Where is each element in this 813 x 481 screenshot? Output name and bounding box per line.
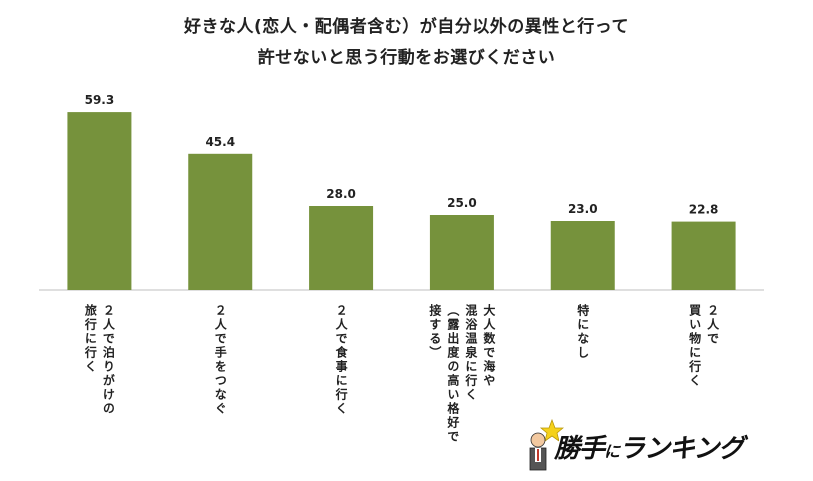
bar [550,221,615,290]
bar [429,215,494,290]
data-label: 45.4 [205,135,235,149]
data-label: 25.0 [447,196,477,210]
mascot-icon [529,418,564,471]
category-label: ２人で手をつなぐ [213,304,228,416]
bar [309,206,374,290]
category-label: 大人数で海や 混浴温泉に行く （露出度の高い格好で 接する） [427,304,496,444]
bar [188,153,253,290]
logo-text: 勝手にランキング [554,434,744,464]
chart-title-line1: 好きな人(恋人・配偶者含む）が自分以外の異性と行って [184,17,629,37]
chart-title-line2: 許せないと思う行動をお選びください [257,48,556,68]
category-label: ２人で 買い物に行く [687,304,720,388]
star-icon [539,418,564,442]
data-label: 23.0 [568,202,598,216]
data-label: 59.3 [85,93,115,107]
bar [67,112,132,290]
data-label: 22.8 [689,203,719,217]
category-label: 特になし [575,304,590,360]
category-label: ２人で泊りがけの 旅行に行く [83,304,116,416]
bar [671,221,736,290]
data-label: 28.0 [326,187,356,201]
category-label: ２人で食事に行く [334,304,349,416]
site-logo: 勝手にランキング [524,418,774,478]
